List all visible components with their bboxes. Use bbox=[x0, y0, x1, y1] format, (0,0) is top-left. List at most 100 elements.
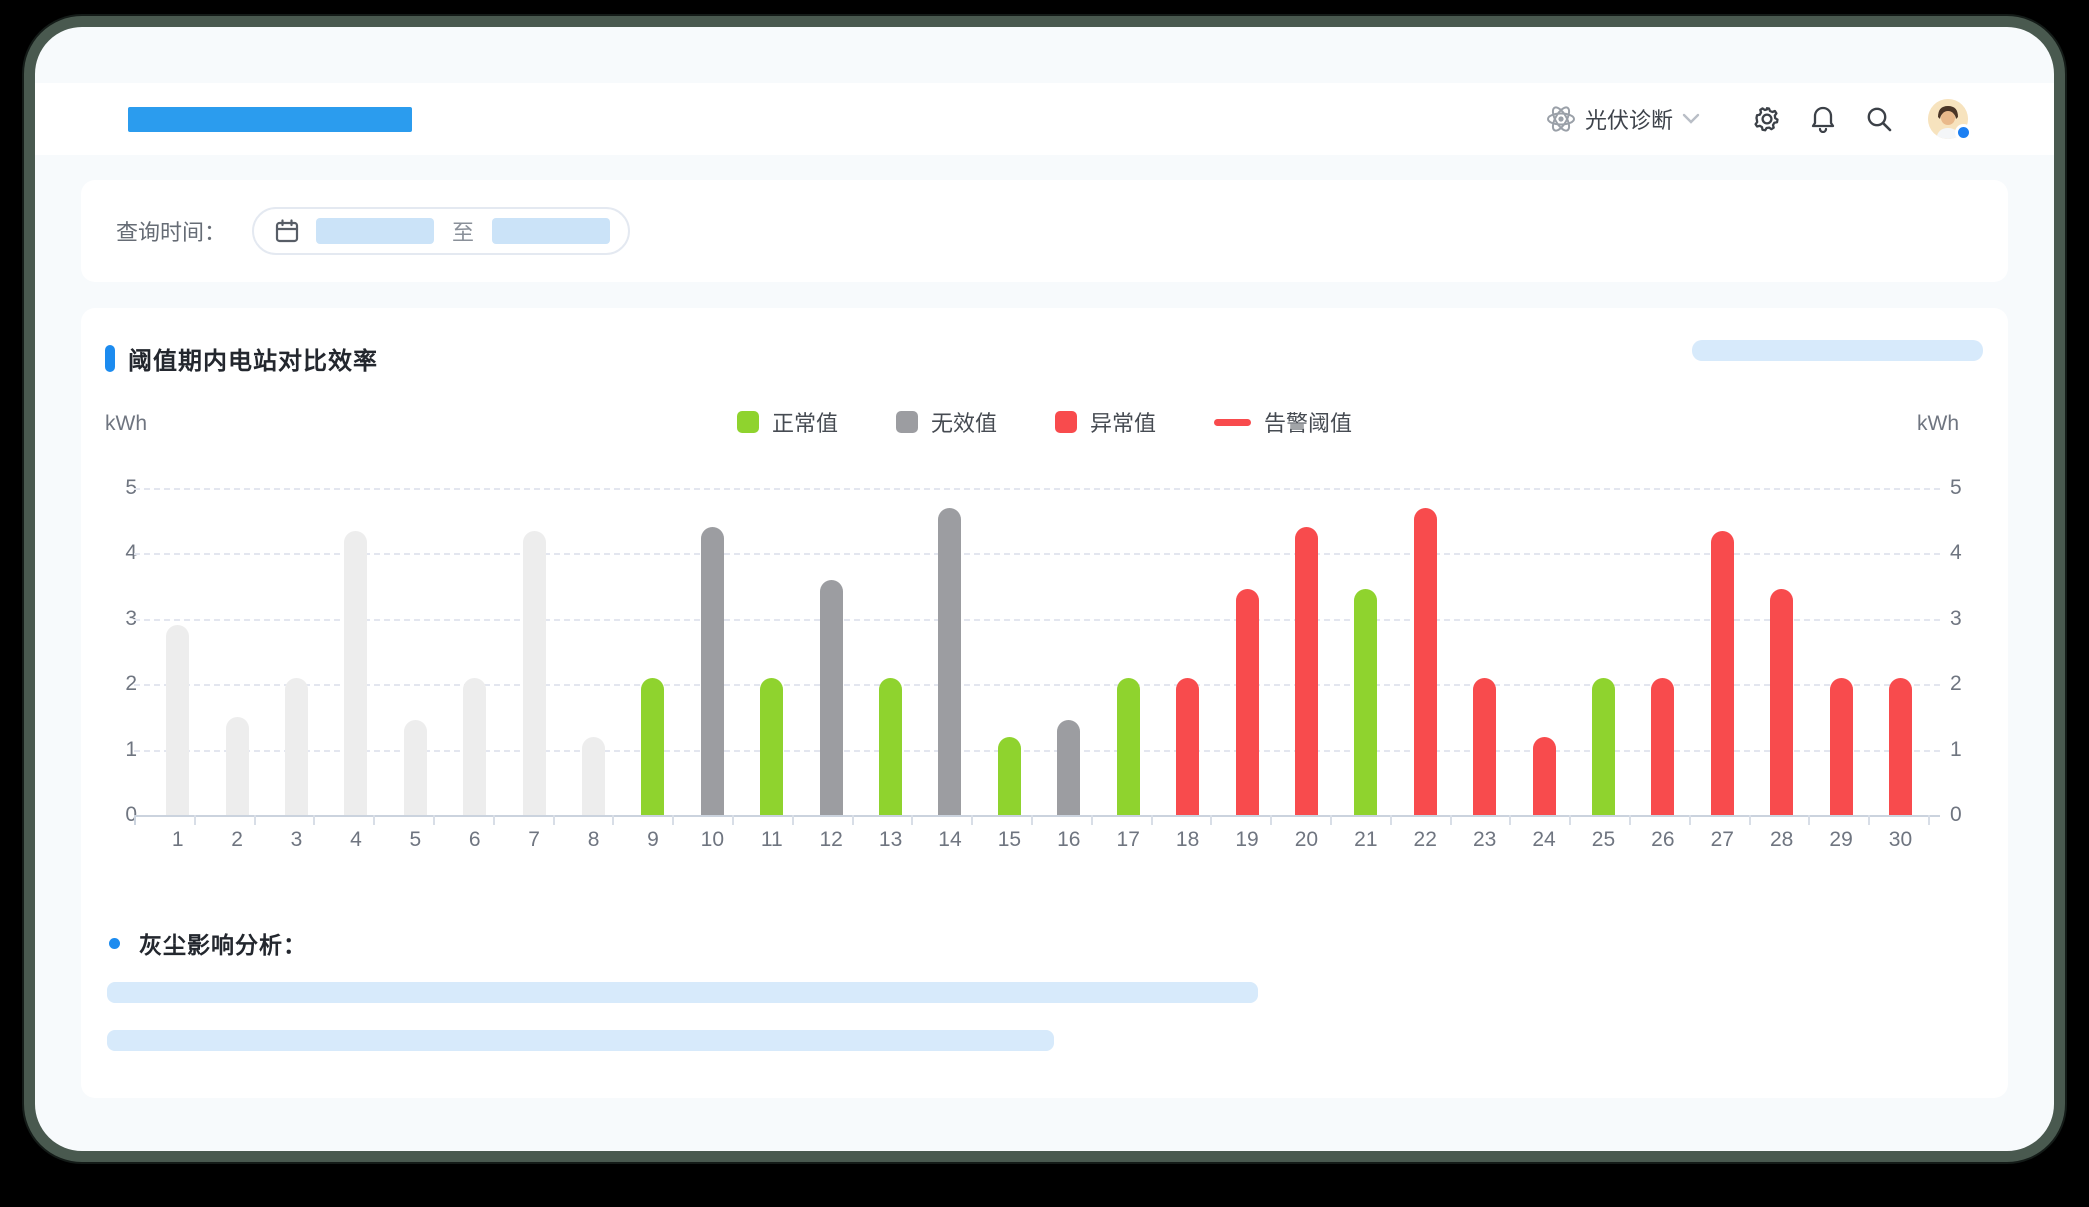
bar-5-baseline[interactable] bbox=[403, 720, 427, 815]
bar-6-baseline[interactable] bbox=[463, 677, 487, 815]
x-tick-28 bbox=[1751, 815, 1811, 825]
x-tick-2 bbox=[196, 815, 256, 825]
x-tick-23 bbox=[1452, 815, 1512, 825]
plot-area bbox=[134, 488, 1940, 825]
bar-20-abnormal[interactable] bbox=[1294, 527, 1318, 815]
legend-item-3[interactable]: 异常值 bbox=[1055, 406, 1156, 438]
bar-9-normal[interactable] bbox=[641, 677, 665, 815]
dust-text-placeholder-1 bbox=[107, 982, 1259, 1003]
x-tick-label-27: 27 bbox=[1710, 828, 1734, 851]
bar-column-1 bbox=[148, 488, 207, 815]
x-tick-label-1: 1 bbox=[171, 828, 184, 851]
y-tick-label-right-4: 4 bbox=[1950, 541, 1962, 565]
bar-column-15 bbox=[980, 488, 1039, 815]
bar-column-10 bbox=[683, 488, 742, 815]
bar-26-abnormal[interactable] bbox=[1651, 677, 1675, 815]
x-tick-22 bbox=[1392, 815, 1452, 825]
x-tick-label-4: 4 bbox=[350, 828, 362, 851]
bar-2-baseline[interactable] bbox=[225, 716, 249, 815]
bar-column-8 bbox=[564, 488, 623, 815]
x-tick-4 bbox=[315, 815, 376, 825]
title-marker bbox=[105, 345, 115, 372]
bar-19-abnormal[interactable] bbox=[1235, 589, 1259, 815]
x-tick-label-12: 12 bbox=[819, 828, 843, 851]
date-range-picker[interactable]: 至 bbox=[252, 207, 631, 255]
bar-14-invalid[interactable] bbox=[938, 507, 962, 815]
x-tick-label-6: 6 bbox=[468, 828, 481, 851]
notifications-button[interactable] bbox=[1808, 104, 1838, 134]
bar-17-normal[interactable] bbox=[1116, 677, 1140, 815]
bar-7-baseline[interactable] bbox=[522, 530, 546, 815]
bars-container bbox=[148, 488, 1930, 815]
bar-column-4 bbox=[326, 488, 385, 815]
dust-text-placeholder-2 bbox=[107, 1030, 1055, 1051]
x-tick-label-7: 7 bbox=[528, 828, 540, 851]
legend-swatch bbox=[895, 411, 918, 433]
bar-column-22 bbox=[1396, 488, 1455, 815]
x-tick-13 bbox=[854, 815, 914, 825]
search-button[interactable] bbox=[1864, 104, 1894, 134]
bar-10-invalid[interactable] bbox=[700, 527, 724, 815]
device-frame: 光伏诊断 bbox=[24, 16, 2065, 1162]
bar-24-abnormal[interactable] bbox=[1532, 736, 1556, 815]
bar-21-normal[interactable] bbox=[1354, 589, 1378, 815]
x-tick-17 bbox=[1093, 815, 1153, 825]
bar-4-baseline[interactable] bbox=[344, 530, 368, 815]
bar-column-11 bbox=[742, 488, 801, 815]
bar-12-invalid[interactable] bbox=[819, 579, 843, 815]
end-date-placeholder[interactable] bbox=[492, 218, 611, 244]
module-switcher[interactable]: 光伏诊断 bbox=[1546, 103, 1700, 135]
x-tick-19 bbox=[1212, 815, 1273, 825]
start-date-placeholder[interactable] bbox=[316, 218, 435, 244]
dust-analysis-title: 灰尘影响分析： bbox=[139, 932, 307, 958]
bar-30-abnormal[interactable] bbox=[1888, 677, 1912, 815]
y-tick-label-right-3: 3 bbox=[1950, 606, 1962, 630]
y-tick-label-right-0: 0 bbox=[1950, 803, 1962, 826]
y-tick-label-left-5: 5 bbox=[125, 476, 137, 499]
bar-22-abnormal[interactable] bbox=[1413, 507, 1437, 815]
bar-column-30 bbox=[1871, 488, 1930, 815]
logo-placeholder bbox=[128, 107, 412, 132]
bell-icon bbox=[1810, 105, 1836, 133]
bar-column-24 bbox=[1514, 488, 1573, 815]
bar-16-invalid[interactable] bbox=[1057, 720, 1081, 815]
x-tick-label-25: 25 bbox=[1591, 828, 1616, 851]
bar-8-baseline[interactable] bbox=[582, 736, 606, 815]
bar-column-23 bbox=[1455, 488, 1514, 815]
x-tick-18 bbox=[1153, 815, 1213, 825]
atom-icon bbox=[1546, 104, 1576, 134]
legend-label: 正常值 bbox=[771, 411, 838, 436]
chart-title: 阈值期内电站对比效率 bbox=[128, 348, 378, 375]
x-tick-label-28: 28 bbox=[1769, 828, 1794, 851]
search-icon bbox=[1865, 105, 1893, 133]
x-tick-16 bbox=[1033, 815, 1093, 825]
bar-27-abnormal[interactable] bbox=[1710, 530, 1734, 815]
x-tick-label-13: 13 bbox=[878, 828, 903, 851]
bar-18-abnormal[interactable] bbox=[1176, 677, 1200, 815]
settings-button[interactable] bbox=[1752, 104, 1782, 134]
bar-25-normal[interactable] bbox=[1591, 677, 1615, 815]
legend-item-1[interactable]: 正常值 bbox=[736, 406, 838, 438]
gridline-2 bbox=[134, 684, 1940, 687]
bar-28-abnormal[interactable] bbox=[1770, 589, 1794, 815]
x-tick-label-17: 17 bbox=[1116, 828, 1140, 851]
legend-swatch bbox=[736, 411, 759, 433]
bar-column-18 bbox=[1158, 488, 1217, 815]
legend-item-4[interactable]: 告警阈值 bbox=[1214, 406, 1352, 438]
bar-29-abnormal[interactable] bbox=[1829, 677, 1853, 815]
avatar[interactable] bbox=[1928, 99, 1972, 141]
x-tick-24 bbox=[1511, 815, 1572, 825]
bar-column-14 bbox=[920, 488, 979, 815]
bar-23-abnormal[interactable] bbox=[1473, 677, 1497, 815]
header-actions: 光伏诊断 bbox=[1546, 83, 1972, 155]
bar-1-baseline[interactable] bbox=[166, 625, 190, 815]
bar-3-baseline[interactable] bbox=[285, 677, 309, 815]
module-switcher-label: 光伏诊断 bbox=[1584, 108, 1673, 133]
bar-13-normal[interactable] bbox=[879, 677, 903, 815]
x-axis-ticks bbox=[134, 815, 1930, 825]
gridline-1 bbox=[134, 749, 1940, 752]
bar-15-normal[interactable] bbox=[997, 736, 1021, 815]
legend-item-2[interactable]: 无效值 bbox=[895, 406, 997, 438]
bar-11-normal[interactable] bbox=[760, 677, 784, 815]
bar-column-27 bbox=[1693, 488, 1752, 815]
